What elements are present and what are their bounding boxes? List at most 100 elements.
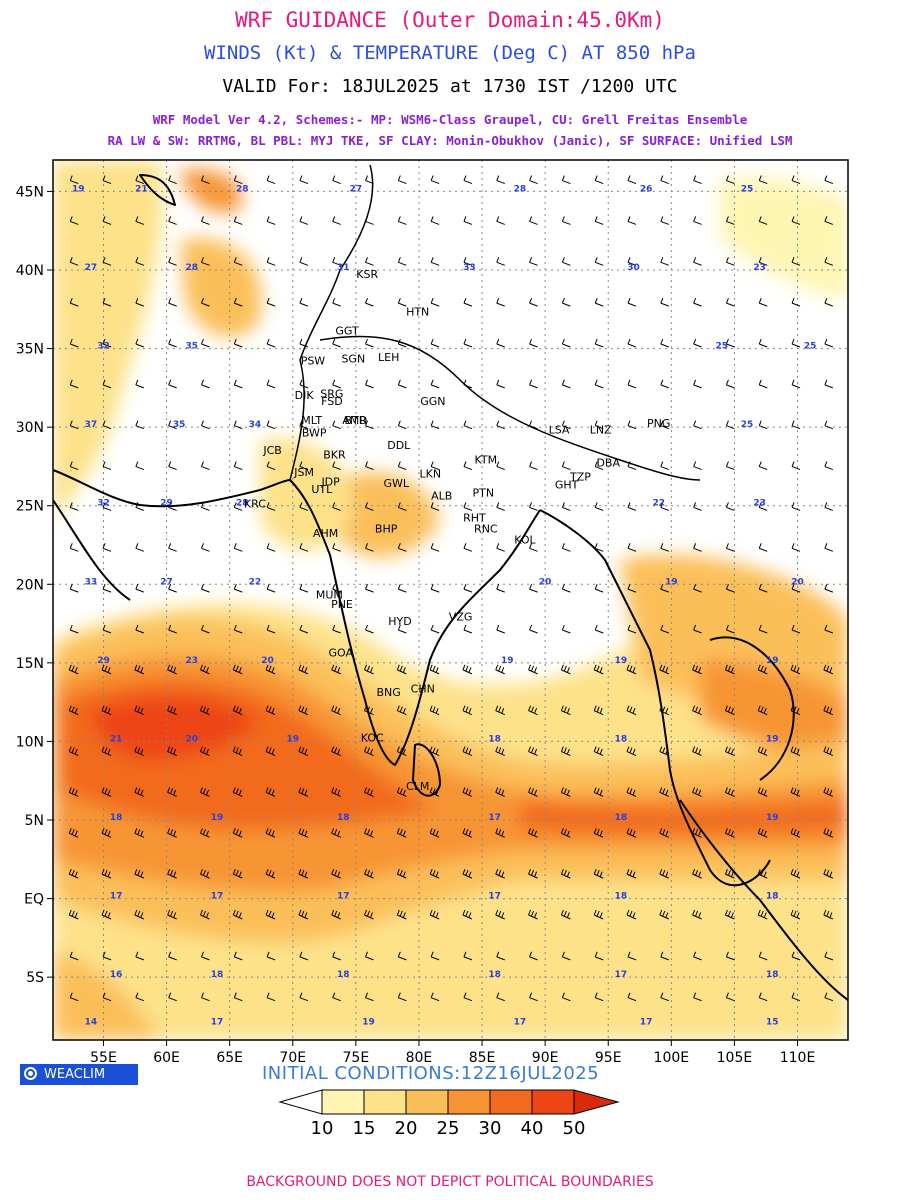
wind-barb — [462, 664, 473, 675]
wind-barb — [69, 216, 79, 225]
wind-barb — [167, 909, 177, 920]
wind-barb — [429, 705, 440, 716]
temperature-value: 28 — [514, 184, 527, 194]
wind-barb — [365, 583, 374, 593]
wind-barb — [201, 583, 210, 593]
wind-barb — [135, 543, 145, 552]
india-coastline — [289, 479, 541, 766]
wind-barb — [462, 746, 473, 757]
station-label: JCB — [262, 444, 281, 457]
wind-barb — [725, 461, 735, 471]
wind-barb — [69, 420, 79, 430]
wind-barb — [102, 257, 112, 266]
lat-label: 15N — [16, 656, 44, 672]
wind-barb — [134, 705, 145, 716]
wind-barb — [626, 868, 637, 879]
temperature-value: 17 — [211, 1017, 224, 1027]
wind-barb — [529, 543, 538, 552]
wind-barb — [430, 216, 440, 225]
lon-label: 110E — [780, 1050, 816, 1066]
wind-barb — [101, 664, 112, 675]
wind-barb — [758, 624, 768, 634]
station-label: CHN — [411, 683, 435, 696]
wind-barb — [627, 992, 637, 1002]
wind-barb — [69, 624, 79, 634]
temperature-value: 17 — [337, 892, 350, 902]
wind-barb — [265, 909, 276, 920]
wind-barb — [69, 338, 79, 348]
temperature-value: 23 — [753, 499, 766, 509]
wind-barb — [168, 379, 177, 389]
temperature-value: 18 — [110, 813, 123, 823]
temperature-value: 18 — [488, 970, 501, 980]
wind-barb — [135, 583, 145, 593]
legend-swatch — [405, 1089, 449, 1115]
wind-barb — [593, 746, 604, 757]
wind-barb — [659, 828, 670, 838]
wind-barb — [201, 216, 210, 225]
station-label: GWL — [383, 477, 409, 490]
wind-barb — [462, 909, 473, 920]
wind-barb — [331, 664, 341, 675]
station-label: RHT — [463, 511, 486, 524]
temperature-value: 22 — [249, 577, 262, 587]
wind-barb — [594, 420, 604, 430]
wind-barb — [134, 787, 145, 797]
wind-barb — [692, 909, 702, 920]
wind-barb — [594, 297, 604, 307]
wind-barb — [626, 705, 637, 716]
wind-barb — [824, 175, 834, 185]
wind-barb — [594, 257, 604, 266]
wind-barb — [69, 543, 79, 552]
wind-barb — [528, 746, 538, 757]
wind-barb — [594, 175, 604, 185]
wind-barb — [594, 992, 604, 1002]
wind-barb — [101, 705, 112, 716]
wind-barb — [758, 461, 768, 471]
lat-label: EQ — [24, 892, 44, 908]
wind-barb — [331, 828, 341, 838]
lat-label: 45N — [16, 184, 44, 200]
temperature-value: 19 — [286, 734, 299, 744]
wind-barb — [529, 502, 538, 511]
wind-barb — [332, 992, 341, 1002]
wind-barb — [626, 828, 637, 838]
arabian-coastline — [53, 469, 291, 508]
wind-barb — [397, 624, 407, 634]
temperature-value: 17 — [488, 813, 501, 823]
wind-barb — [496, 338, 505, 348]
wind-barb — [135, 461, 145, 471]
wind-barb — [462, 705, 473, 716]
wind-barb — [791, 257, 801, 266]
wind-barb — [200, 664, 210, 675]
wind-barb — [463, 992, 473, 1002]
wind-barb — [200, 787, 210, 797]
wind-barb — [167, 705, 177, 716]
wind-barb — [693, 543, 702, 552]
wind-barb — [528, 909, 538, 920]
temperature-value: 16 — [110, 970, 123, 980]
wind-barb — [693, 216, 702, 225]
wind-barb — [495, 787, 505, 797]
wind-barb — [299, 624, 309, 634]
wind-barb — [299, 257, 309, 266]
wind-barb — [693, 338, 702, 348]
lat-label: 5S — [26, 970, 44, 986]
temperature-value: 29 — [160, 499, 173, 509]
wind-barb — [298, 868, 309, 879]
wind-barb — [725, 502, 735, 511]
temperature-value: 32 — [97, 342, 110, 352]
wind-barb — [626, 909, 637, 920]
legend-swatch — [447, 1089, 491, 1115]
wind-barb — [135, 420, 145, 430]
wind-barb — [298, 828, 309, 838]
wind-barb — [430, 175, 440, 185]
wind-barb — [560, 746, 571, 757]
station-label: KSR — [356, 268, 378, 281]
wind-barb — [397, 543, 407, 552]
wind-barb — [824, 216, 834, 225]
wind-barb — [758, 216, 768, 225]
wind-barb — [560, 664, 571, 675]
wind-barb — [233, 502, 243, 511]
wind-barb — [265, 746, 276, 757]
